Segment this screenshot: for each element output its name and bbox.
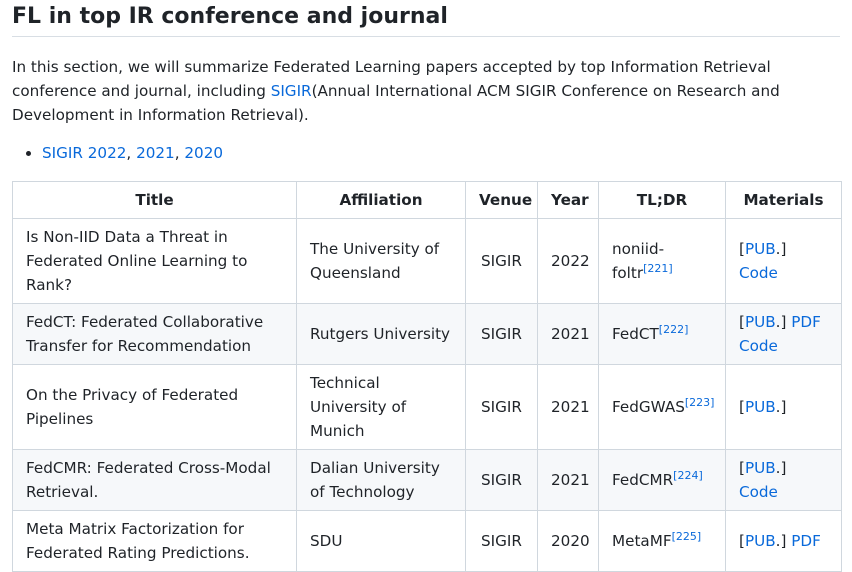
materials-close: .]	[775, 313, 787, 331]
paper-venue: SIGIR	[465, 449, 538, 511]
paper-year: 2021	[537, 449, 599, 511]
tldr-text: FedCT	[612, 325, 659, 343]
separator: ,	[174, 144, 185, 162]
materials-open: [	[739, 398, 745, 416]
materials-open: [	[739, 240, 745, 258]
paper-tldr: noniid-foltr[221]	[598, 218, 726, 304]
col-year: Year	[537, 181, 599, 219]
paper-year: 2021	[537, 364, 599, 450]
table-row: FedCMR: Federated Cross-Modal Retrieval.…	[12, 449, 842, 511]
col-affiliation: Affiliation	[296, 181, 466, 219]
paper-title: Meta Matrix Factorization for Federated …	[12, 510, 297, 572]
intro-text-before: In this section, we will summarize Feder…	[12, 58, 771, 100]
paper-tldr: MetaMF[225]	[598, 510, 726, 572]
col-venue: Venue	[465, 181, 538, 219]
pub-link[interactable]: PUB	[744, 532, 776, 550]
materials-open: [	[739, 459, 745, 477]
paper-title: FedCT: Federated Collaborative Transfer …	[12, 303, 297, 365]
pdf-link[interactable]: PDF	[791, 532, 821, 550]
paper-materials: [PUB.] PDF	[725, 510, 842, 572]
paper-venue: SIGIR	[465, 364, 538, 450]
reference-link[interactable]: [224]	[673, 468, 703, 482]
code-link[interactable]: Code	[739, 483, 778, 501]
materials-open: [	[739, 313, 745, 331]
paper-year: 2021	[537, 303, 599, 365]
venue-list: SIGIR 2022, 2021, 2020	[12, 141, 840, 165]
paper-affiliation: SDU	[296, 510, 466, 572]
paper-venue: SIGIR	[465, 510, 538, 572]
paper-affiliation: Rutgers University	[296, 303, 466, 365]
table-row: On the Privacy of Federated Pipelines Tec…	[12, 364, 842, 450]
sigir-2022-link[interactable]: SIGIR 2022	[42, 144, 127, 162]
paper-affiliation: Technical University of Munich	[296, 364, 466, 450]
col-tldr: TL;DR	[598, 181, 726, 219]
paper-year: 2020	[537, 510, 599, 572]
paper-affiliation: Dalian University of Technology	[296, 449, 466, 511]
section-heading: FL in top IR conference and journal	[12, 0, 840, 37]
reference-link[interactable]: [222]	[658, 322, 689, 336]
reference-link[interactable]: [225]	[671, 529, 702, 543]
col-materials: Materials	[725, 181, 842, 219]
tldr-text: FedCMR	[612, 471, 674, 489]
table-row: Meta Matrix Factorization for Federated …	[12, 510, 842, 572]
pub-link[interactable]: PUB	[744, 313, 776, 331]
tldr-text: MetaMF	[612, 532, 672, 550]
materials-close: .]	[775, 532, 787, 550]
paper-venue: SIGIR	[465, 303, 538, 365]
paper-title: Is Non-IID Data a Threat in Federated On…	[12, 218, 297, 304]
separator: ,	[126, 144, 137, 162]
reference-link[interactable]: [221]	[643, 261, 673, 275]
intro-text-after: (Annual International ACM SIGIR Conferen…	[12, 82, 780, 124]
sigir-2020-link[interactable]: 2020	[184, 144, 224, 162]
pub-link[interactable]: PUB	[744, 240, 776, 258]
paper-year: 2022	[537, 218, 599, 304]
paper-materials: [PUB.] Code	[725, 449, 842, 511]
table-row: FedCT: Federated Collaborative Transfer …	[12, 303, 842, 365]
paper-materials: [PUB.] Code	[725, 218, 842, 304]
paper-materials: [PUB.] PDF Code	[725, 303, 842, 365]
paper-materials: [PUB.]	[725, 364, 842, 450]
pdf-link[interactable]: PDF	[791, 313, 821, 331]
pub-link[interactable]: PUB	[744, 459, 776, 477]
paper-title: FedCMR: Federated Cross-Modal Retrieval.	[12, 449, 297, 511]
papers-table: Title Affiliation Venue Year TL;DR Mater…	[12, 181, 842, 572]
paper-affiliation: The University of Queensland	[296, 218, 466, 304]
intro-paragraph: In this section, we will summarize Feder…	[12, 55, 832, 127]
paper-title: On the Privacy of Federated Pipelines	[12, 364, 297, 450]
table-row: Is Non-IID Data a Threat in Federated On…	[12, 218, 842, 304]
pub-link[interactable]: PUB	[744, 398, 776, 416]
paper-venue: SIGIR	[465, 218, 538, 304]
materials-close: .]	[775, 398, 787, 416]
list-item: SIGIR 2022, 2021, 2020	[42, 141, 840, 165]
materials-close: .]	[775, 240, 787, 258]
materials-close: .]	[775, 459, 787, 477]
paper-tldr: FedCT[222]	[598, 303, 726, 365]
sigir-2021-link[interactable]: 2021	[136, 144, 175, 162]
code-link[interactable]: Code	[739, 337, 778, 355]
paper-tldr: FedGWAS[223]	[598, 364, 726, 450]
code-link[interactable]: Code	[739, 264, 778, 282]
tldr-text: noniid-foltr	[612, 240, 665, 282]
reference-link[interactable]: [223]	[684, 395, 715, 409]
header-row: Title Affiliation Venue Year TL;DR Mater…	[12, 181, 842, 219]
sigir-link[interactable]: SIGIR	[270, 82, 312, 100]
paper-tldr: FedCMR[224]	[598, 449, 726, 511]
tldr-text: FedGWAS	[612, 398, 685, 416]
col-title: Title	[12, 181, 297, 219]
